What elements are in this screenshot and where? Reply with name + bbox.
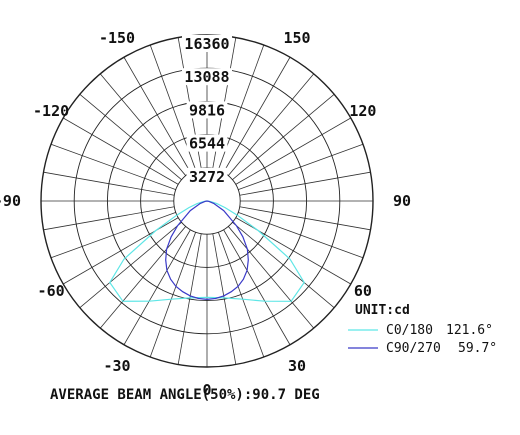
- radial-tick-labels: 3272 6544 9816 13088 16360: [182, 35, 232, 186]
- angle-tick-label: -60: [38, 282, 65, 300]
- radial-tick-label: 9816: [189, 101, 225, 119]
- intensity-curves: [109, 200, 305, 302]
- radial-tick-label: 16360: [184, 35, 229, 53]
- angle-tick-label: -30: [103, 357, 130, 375]
- angle-tick-label: 120: [349, 102, 376, 120]
- radial-tick-label-bg: [186, 101, 228, 119]
- angle-tick-label: 60: [354, 282, 372, 300]
- angle-tick-label: -150: [99, 29, 135, 47]
- series-curve-c90-270: [165, 200, 249, 301]
- average-beam-angle-note: AVERAGE BEAM ANGLE(50%):90.7 DEG: [50, 387, 320, 403]
- angle-tick-label: -120: [33, 102, 69, 120]
- radial-tick-label-bg: [182, 35, 232, 52]
- legend-angle-c0: 121.6°: [446, 323, 493, 338]
- angle-tick-label: 0: [202, 381, 211, 399]
- angle-tick-label: 150: [283, 29, 310, 47]
- radial-tick-label: 6544: [189, 135, 225, 153]
- legend: C0/180 121.6° C90/270 59.7°: [348, 323, 497, 356]
- radial-tick-label: 3272: [189, 168, 225, 186]
- angle-tick-label: 30: [288, 357, 306, 375]
- legend-angle-c90: 59.7°: [458, 341, 497, 356]
- series-curve-c0-180: [109, 200, 305, 302]
- legend-name-c90: C90/270: [386, 341, 441, 356]
- radial-tick-label-bg: [182, 68, 232, 86]
- angle-tick-label: 90: [393, 192, 411, 210]
- angle-tick-label: -90: [0, 192, 21, 210]
- radial-tick-label-bg: [186, 167, 228, 185]
- legend-name-c0: C0/180: [386, 323, 433, 338]
- radial-tick-label-bg: [186, 134, 228, 152]
- unit-label: UNIT:cd: [355, 303, 410, 318]
- angle-tick-labels: 0 30 60 90 120 150 -30 -60 -90 -120 -150: [0, 29, 411, 399]
- radial-tick-label: 13088: [184, 68, 229, 86]
